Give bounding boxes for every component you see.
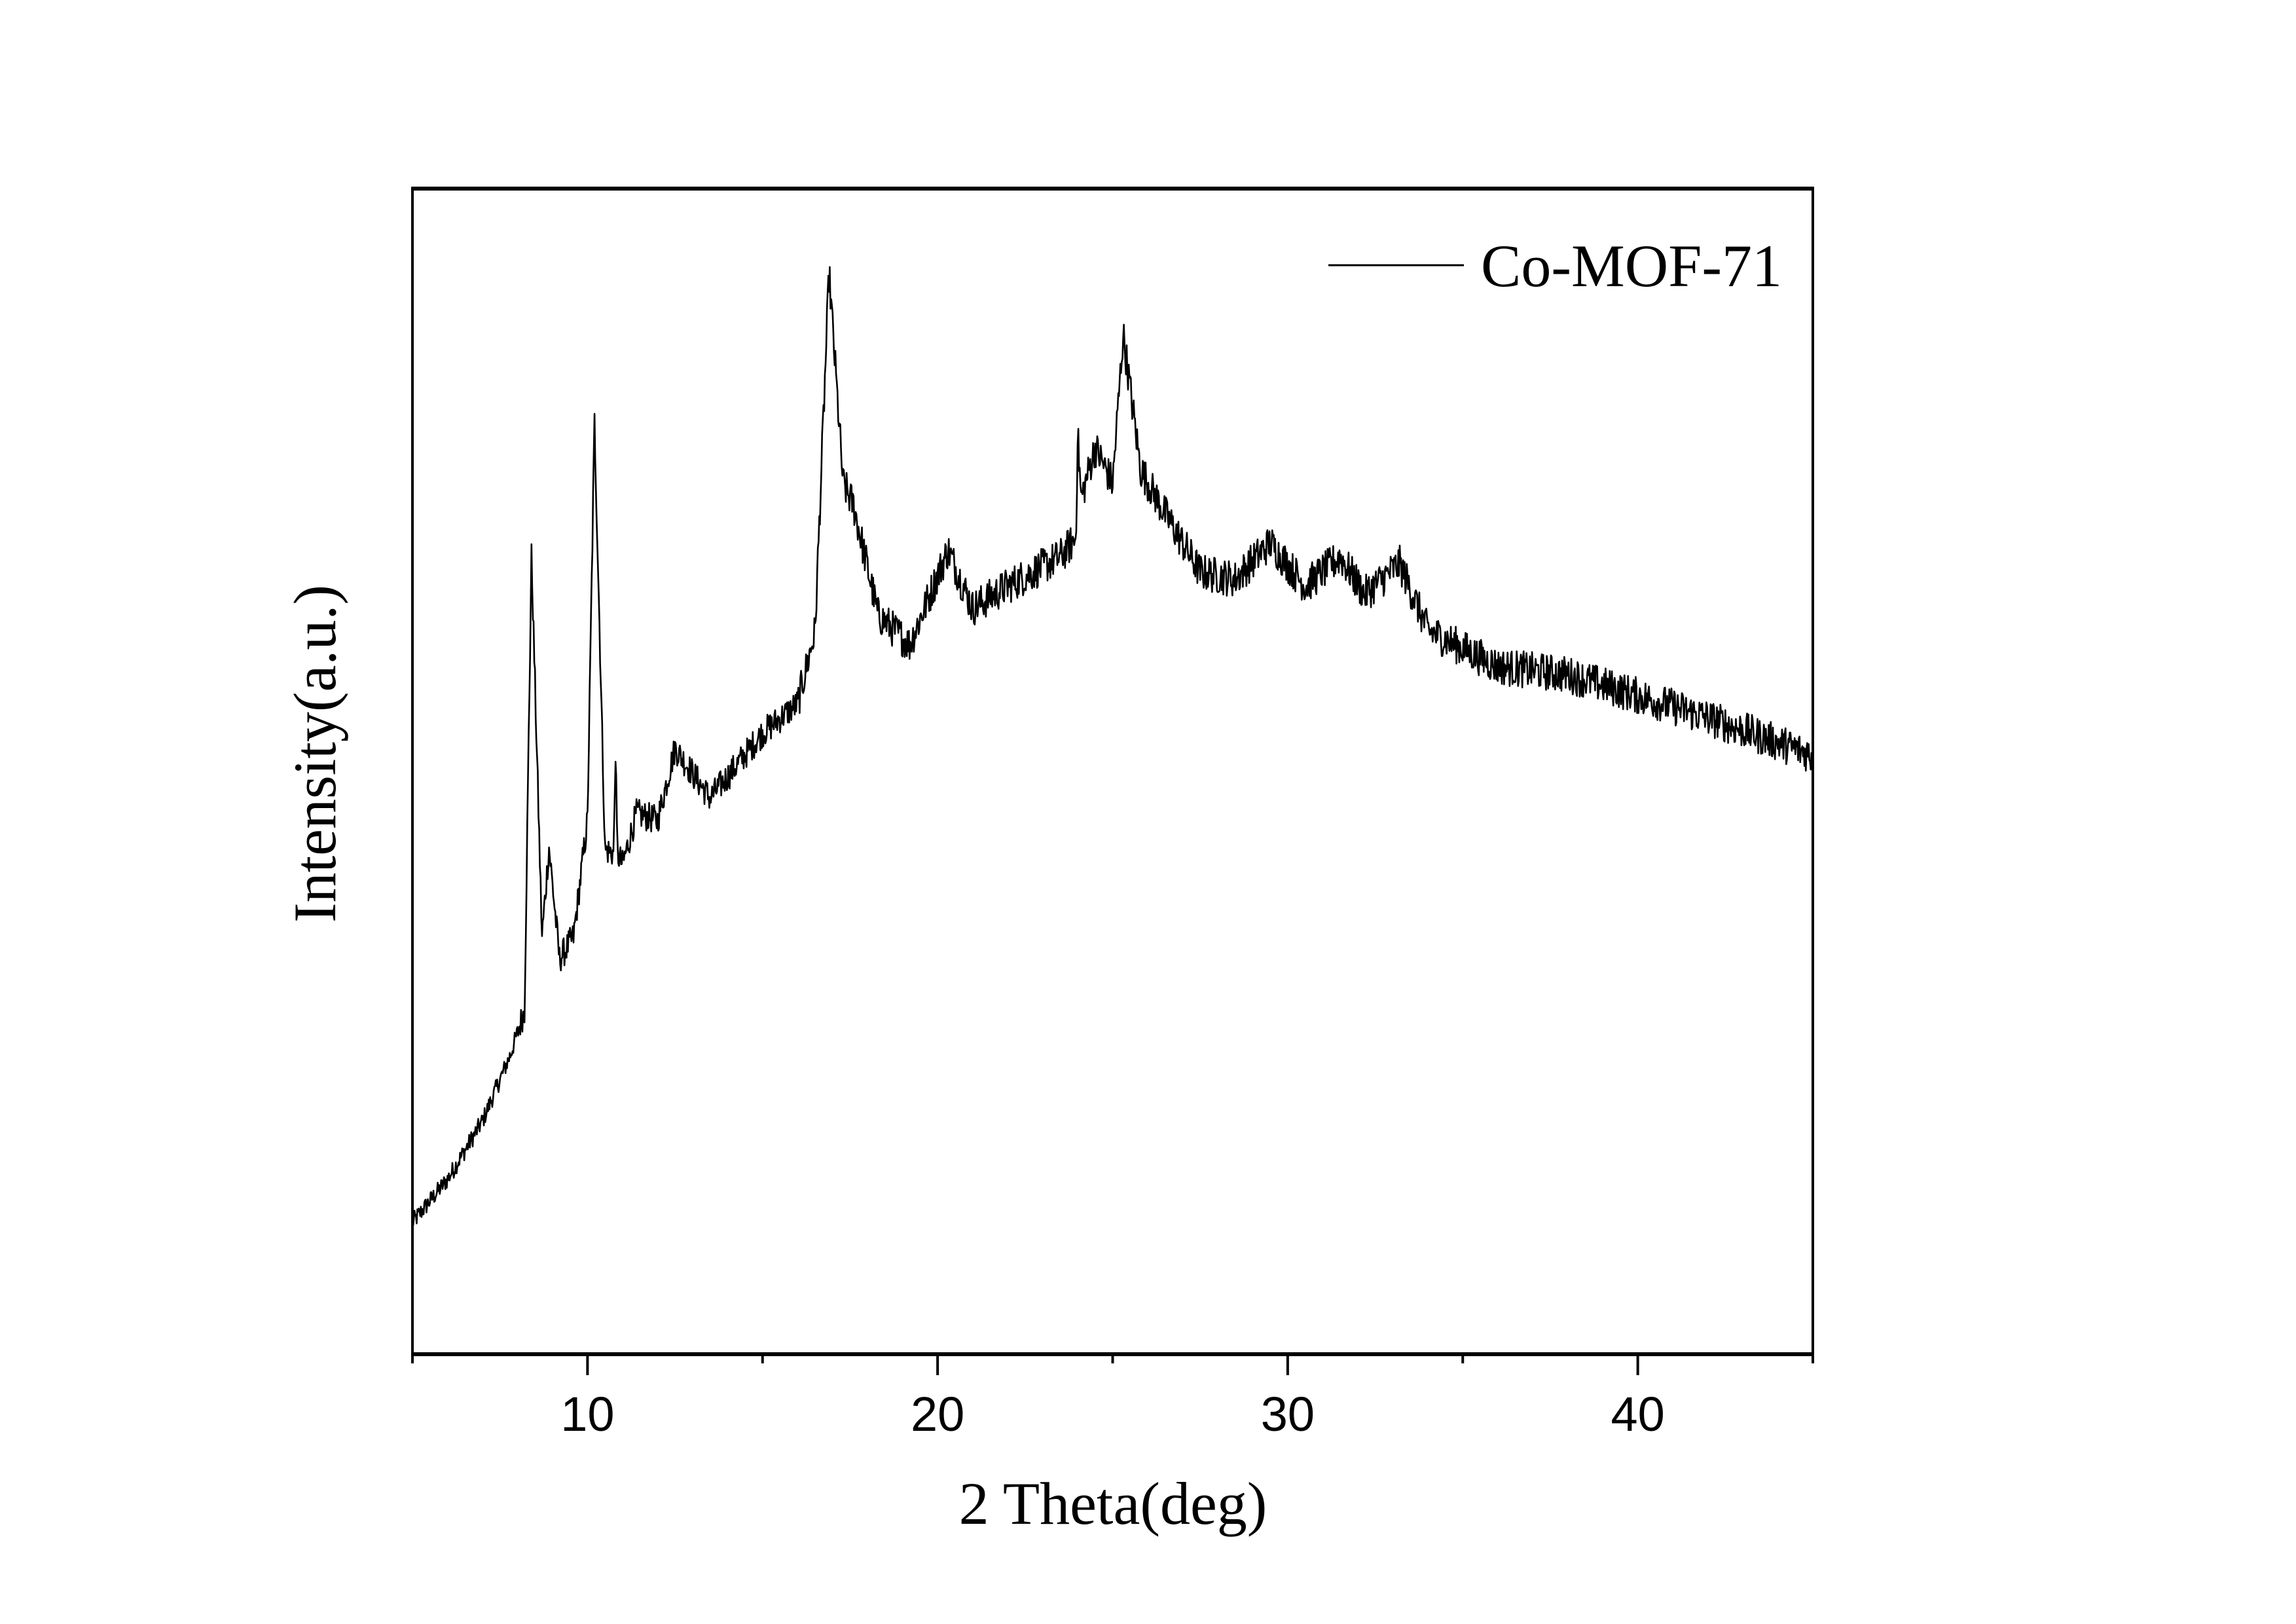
legend: Co-MOF-71: [1328, 232, 1782, 299]
x-tick-label: 40: [1611, 1387, 1664, 1441]
x-tick-label: 30: [1261, 1387, 1315, 1441]
legend-label-co-mof-71: Co-MOF-71: [1481, 232, 1782, 299]
x-tick-labels: 10 20 30 40: [560, 1387, 1665, 1441]
x-tick-label: 20: [911, 1387, 964, 1441]
plot-frame: [411, 187, 1814, 1356]
y-axis-title: Intensity(a.u.): [282, 585, 348, 923]
x-axis-ticks: [411, 1354, 1814, 1375]
series-line-co-mof-71: [411, 266, 1814, 1227]
x-tick-label: 10: [560, 1387, 614, 1441]
x-axis-title: 2 Theta(deg): [959, 1470, 1267, 1537]
